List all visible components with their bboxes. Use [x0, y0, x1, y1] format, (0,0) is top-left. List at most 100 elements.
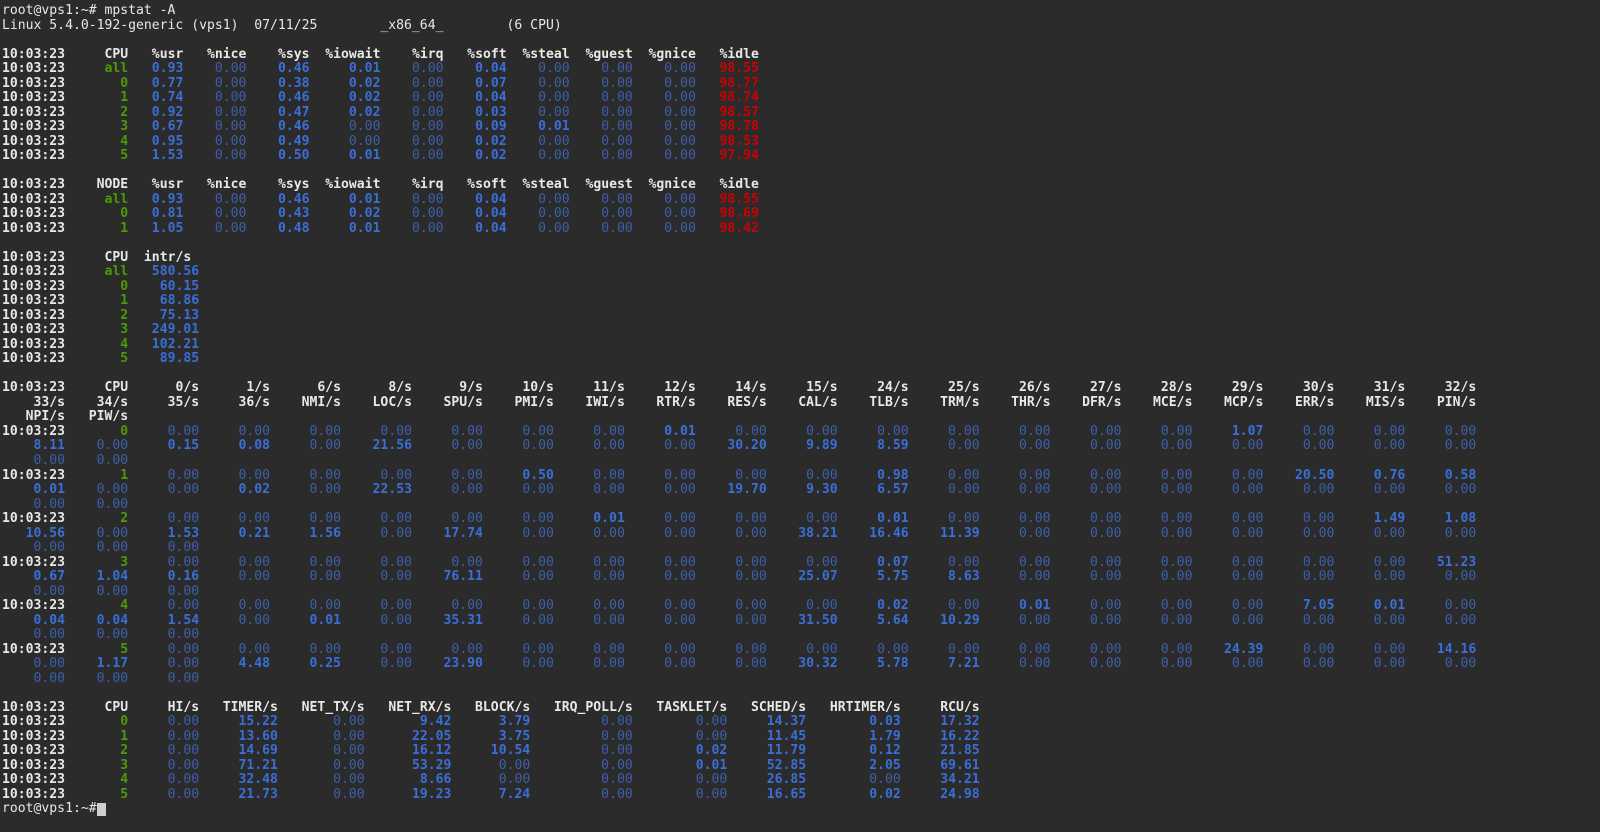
irq-header-value: TLB/s: [837, 394, 909, 410]
cpu-value: 98.57: [695, 104, 759, 120]
timestamp: 10:03:23: [2, 206, 66, 222]
irq-value: 0.00: [1263, 511, 1335, 527]
irq-value: 31.50: [766, 612, 838, 628]
intr-value: 89.85: [128, 351, 200, 367]
irq-value: 0.00: [128, 641, 200, 657]
irq-id: 3: [65, 554, 129, 570]
irq-value: 0.00: [1263, 554, 1335, 570]
softirq-value: 0.00: [632, 772, 728, 788]
irq-value: 0.00: [65, 452, 129, 468]
irq-header-value: 28/s: [1121, 380, 1193, 396]
irq-value: 0.00: [1050, 467, 1122, 483]
softirq-value: 14.37: [727, 714, 807, 730]
irq-value: 0.00: [1334, 525, 1406, 541]
irq-value: 0.00: [1121, 612, 1193, 628]
irq-header-value: 0/s: [128, 380, 200, 396]
blank-line: [2, 686, 1600, 701]
irq-row: 10:03:23 0 0.00 0.00 0.00 0.00 0.00 0.00…: [2, 423, 1600, 440]
irq-lead: 10:03:23: [2, 641, 66, 657]
irq-header-value: DFR/s: [1050, 394, 1122, 410]
node-value: 0.04: [443, 206, 507, 222]
irq-value: 0.00: [1334, 423, 1406, 439]
softirq-value: 24.98: [900, 786, 980, 802]
cpu-value: 98.78: [695, 119, 759, 135]
irq-header-value: 29/s: [1192, 380, 1264, 396]
softirq-value: 0.00: [128, 772, 200, 788]
node-row: 10:03:23 1 1.05 0.00 0.48 0.01 0.00 0.04…: [2, 220, 1600, 237]
intr-row: 10:03:23 1 68.86: [2, 294, 1600, 309]
irq-value: 0.00: [411, 554, 483, 570]
cpu-value: 0.02: [309, 90, 381, 106]
softirq-value: 0.02: [632, 743, 728, 759]
cpu-value: 0.00: [632, 90, 696, 106]
cpu-header-irq: %irq: [380, 46, 444, 62]
irq-header-value: MCP/s: [1192, 394, 1264, 410]
node-header-steal: %steal: [506, 177, 570, 193]
irq-header-value: SPU/s: [411, 394, 483, 410]
irq-value: 0.01: [1334, 598, 1406, 614]
cpu-row: 10:03:23 0 0.77 0.00 0.38 0.02 0.00 0.07…: [2, 75, 1600, 92]
timestamp: 10:03:23: [2, 220, 66, 236]
cpu-header-soft: %soft: [443, 46, 507, 62]
irq-value: 0.00: [411, 511, 483, 527]
irq-value: 0.00: [2, 583, 66, 599]
irq-value: 1.04: [65, 569, 129, 585]
irq-value: 9.30: [766, 482, 838, 498]
cpu-id: all: [65, 61, 129, 77]
softirq-value: 0.00: [277, 757, 365, 773]
softirq-value: 0.00: [128, 728, 200, 744]
timestamp: 10:03:23: [2, 772, 66, 788]
irq-value: 0.00: [553, 554, 625, 570]
irq-value: 0.00: [553, 641, 625, 657]
irq-value: 0.01: [2, 482, 66, 498]
cpu-value: 0.00: [506, 104, 570, 120]
softirq-header-HRTIMER-s: HRTIMER/s: [806, 699, 901, 715]
cpu-value: 0.46: [246, 90, 310, 106]
node-value: 0.00: [506, 220, 570, 236]
cpu-row: 10:03:23 4 0.95 0.00 0.49 0.00 0.00 0.02…: [2, 133, 1600, 150]
timestamp: 10:03:23: [2, 786, 66, 802]
irq-value: 0.00: [270, 641, 342, 657]
irq-value: 0.00: [128, 511, 200, 527]
irq-value: 0.00: [1192, 569, 1264, 585]
irq-id: 5: [65, 641, 129, 657]
irq-value: 0.00: [341, 641, 412, 657]
irq-lead: 10:03:23: [2, 554, 66, 570]
irq-value: 0.00: [1192, 482, 1264, 498]
irq-row: 0.67 1.04 0.16 0.00 0.00 0.00 76.11 0.00…: [2, 569, 1600, 585]
timestamp: 10:03:23: [2, 351, 66, 367]
irq-value: 0.00: [65, 525, 129, 541]
cpu-value: 98.77: [695, 75, 759, 91]
softirq-value: 15.22: [199, 714, 278, 730]
shell-command: mpstat -A: [104, 3, 176, 18]
irq-value: 0.00: [1405, 525, 1477, 541]
irq-value: 1.53: [128, 525, 200, 541]
node-value: 0.93: [128, 191, 184, 207]
softirq-row: 10:03:23 5 0.00 21.73 0.00 19.23 7.24 0.…: [2, 786, 1600, 803]
timestamp: 10:03:23: [2, 278, 66, 294]
irq-value: 8.11: [2, 438, 66, 454]
softirq-value: 0.00: [128, 786, 200, 802]
irq-value: 0.00: [979, 438, 1051, 454]
irq-value: 0.00: [270, 569, 342, 585]
cpu-row: 10:03:23 2 0.92 0.00 0.47 0.02 0.00 0.03…: [2, 104, 1600, 121]
cpu-value: 0.02: [443, 133, 507, 149]
irq-value: 0.00: [908, 511, 980, 527]
softirq-value: 0.00: [530, 743, 633, 759]
irq-value: 0.00: [1192, 438, 1264, 454]
node-id: all: [65, 191, 129, 207]
irq-value: 0.00: [1192, 612, 1264, 628]
irq-header-id: CPU: [65, 380, 129, 396]
irq-header-value: 25/s: [908, 380, 980, 396]
irq-value: 0.00: [270, 467, 342, 483]
softirq-value: 0.00: [277, 772, 365, 788]
command-line: root@vps1:~# mpstat -A: [2, 3, 1600, 19]
irq-value: 0.00: [695, 511, 767, 527]
banner-text: Linux 5.4.0-192-generic (vps1) 07/11/25 …: [2, 17, 562, 33]
irq-value: 1.49: [1334, 511, 1406, 527]
irq-value: 0.01: [270, 612, 342, 628]
irq-value: 0.15: [128, 438, 200, 454]
irq-header-value: RTR/s: [624, 394, 696, 410]
cpu-value: 0.00: [632, 119, 696, 135]
